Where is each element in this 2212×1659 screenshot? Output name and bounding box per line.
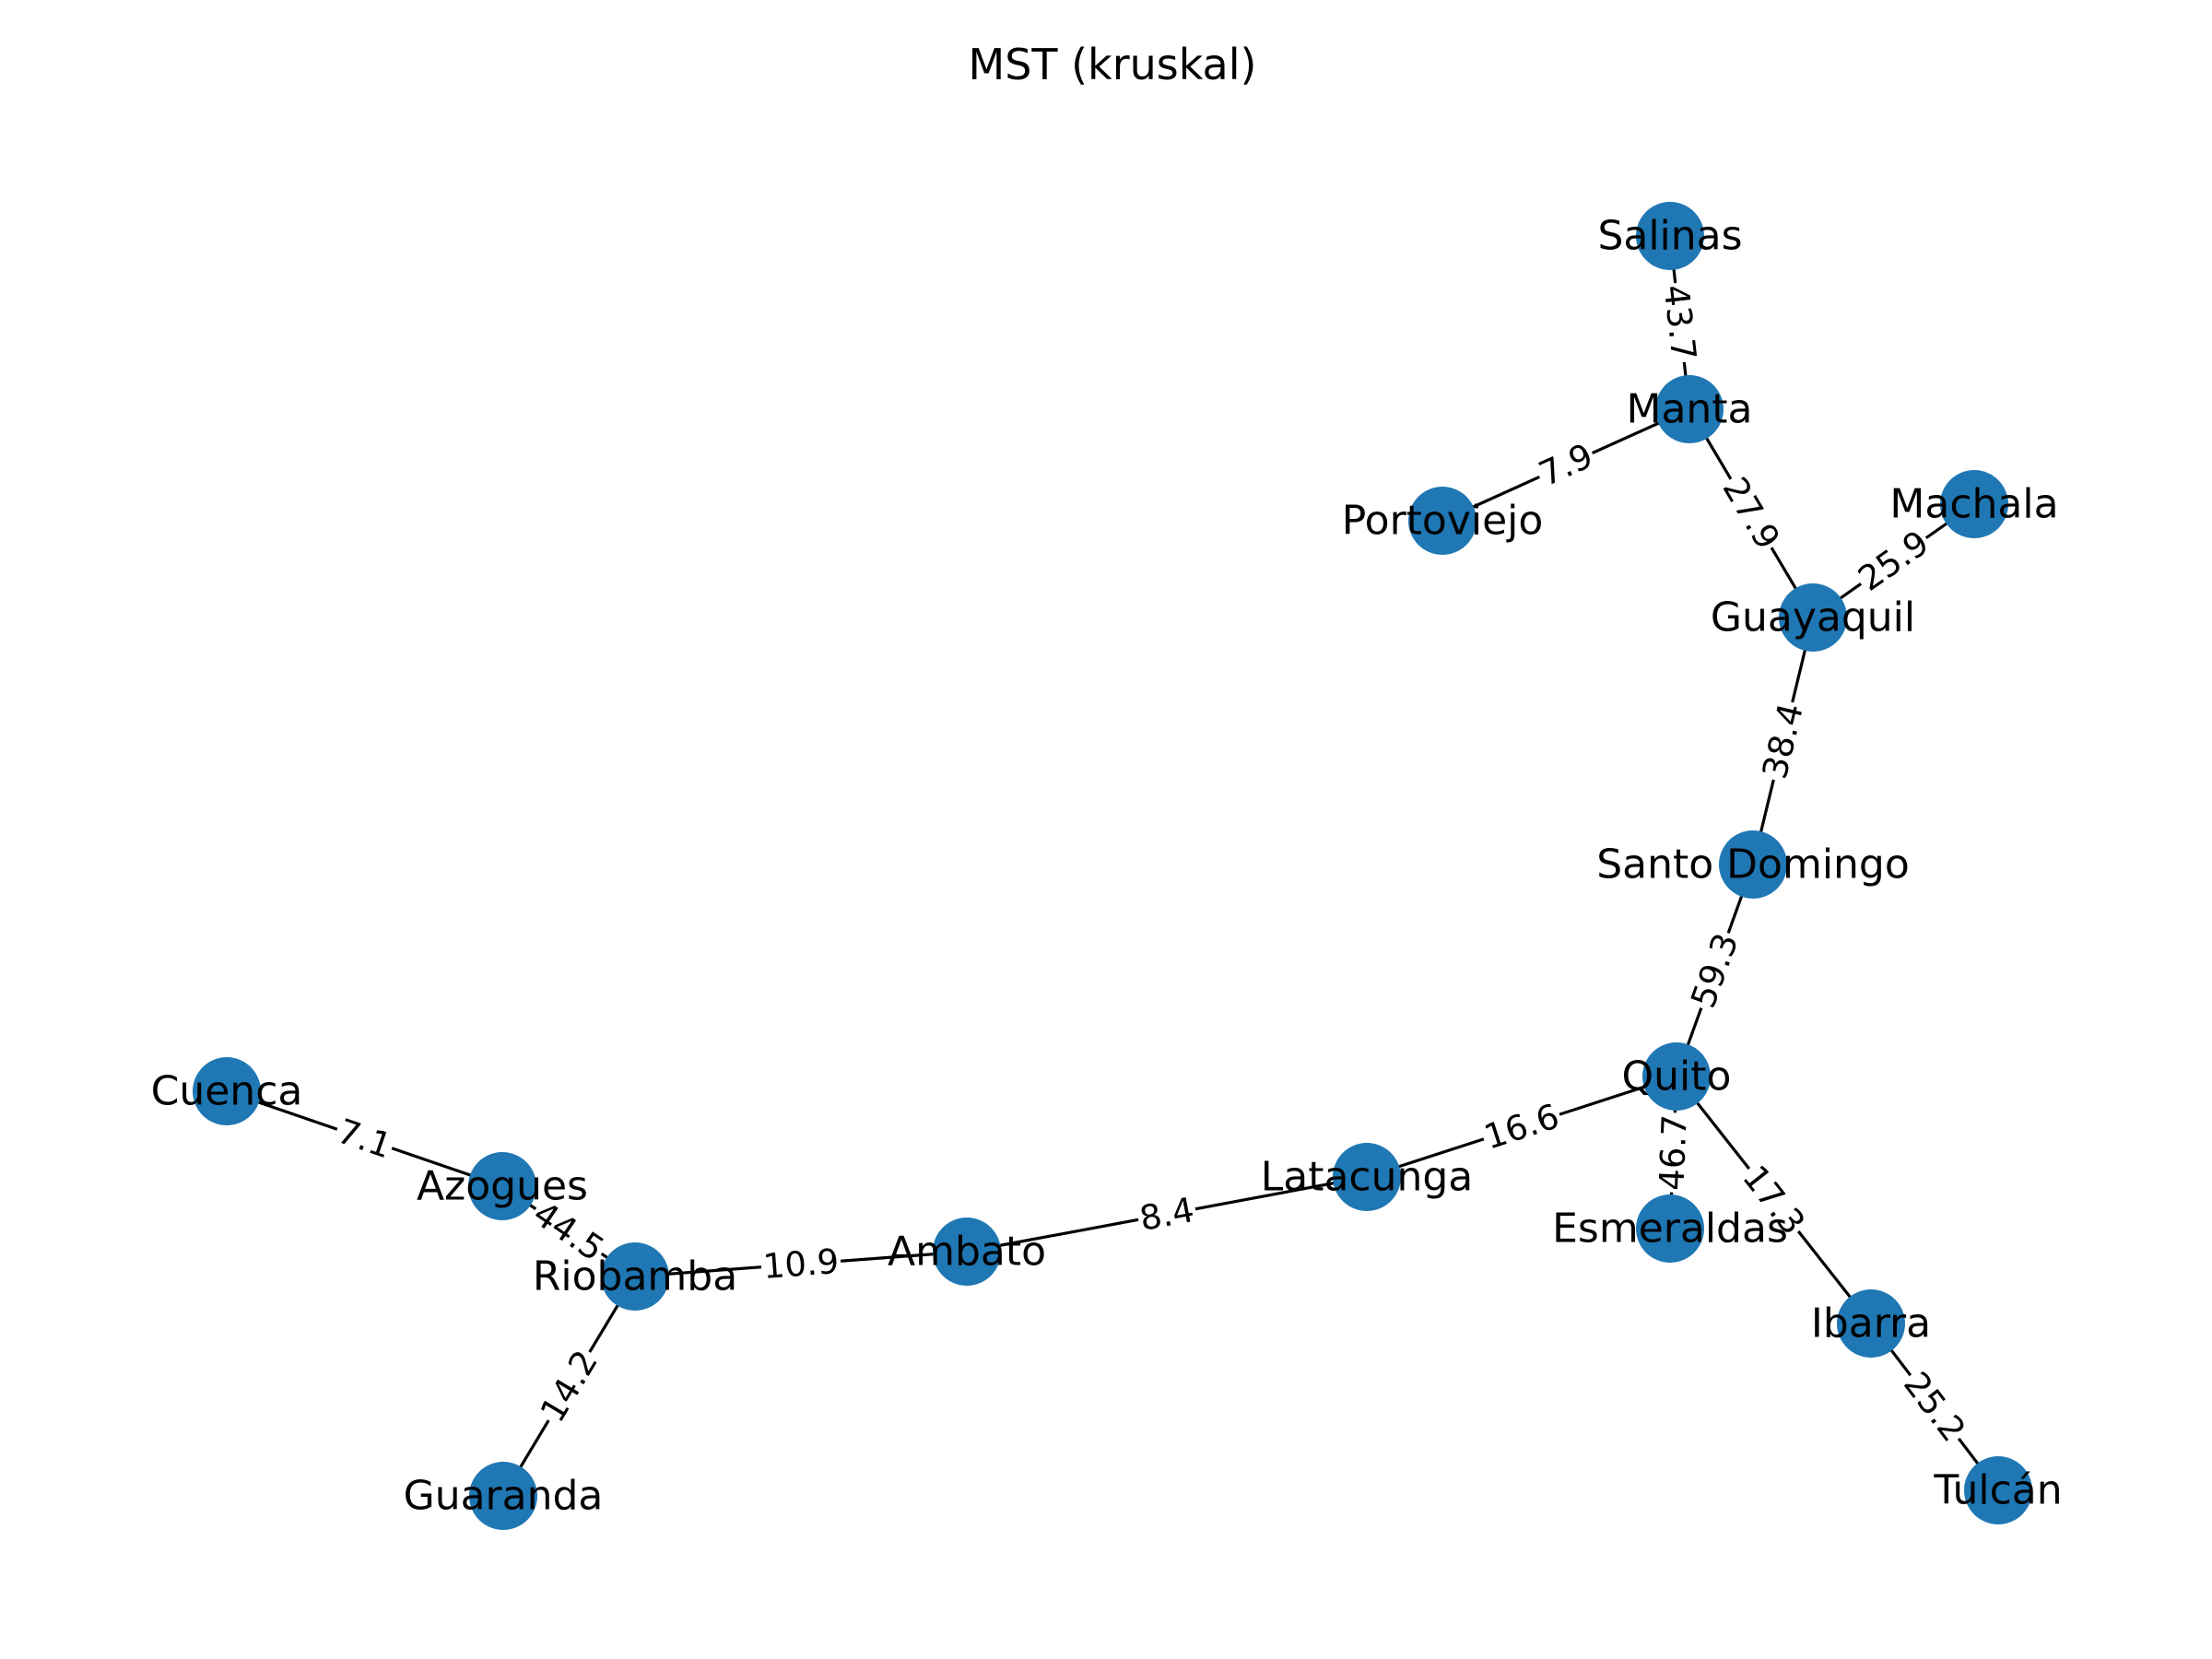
edge-weight-label-background	[1657, 280, 1702, 365]
node-santo-domingo	[1719, 830, 1787, 899]
node-guayaquil	[1779, 583, 1847, 652]
node-salinas	[1636, 202, 1704, 270]
node-label-ibarra: Ibarra	[1811, 1300, 1931, 1347]
node-esmeraldas	[1636, 1194, 1704, 1263]
edge-weight-label-background	[525, 1194, 612, 1269]
node-ambato	[933, 1218, 1001, 1286]
edge-weight-label-background	[759, 1242, 842, 1286]
node-label-manta: Manta	[1626, 386, 1752, 433]
edge-weight-label-background	[1850, 523, 1937, 599]
node-label-layer: Salinas Manta Portoviejo Machala Guayaquil Sa…	[151, 213, 2063, 1520]
node-riobamba	[601, 1242, 669, 1311]
node-ibarra	[1837, 1289, 1905, 1358]
node-latacunga	[1333, 1143, 1401, 1211]
node-label-quito: Quito	[1622, 1053, 1732, 1100]
node-label-guaranda: Guaranda	[404, 1473, 604, 1520]
edge-weight-label-background	[1653, 1112, 1693, 1194]
edge-weight-label: 25.2	[1896, 1365, 1973, 1450]
edge-weight-label-background	[331, 1112, 398, 1166]
node-label-esmeraldas: Esmeraldas	[1552, 1206, 1788, 1253]
edge-weight-label: 16.6	[1479, 1096, 1564, 1157]
edge-weight-label-background	[1896, 1364, 1973, 1450]
node-label-machala: Machala	[1889, 481, 2058, 528]
node-machala	[1940, 470, 2008, 538]
node-label-riobamba: Riobamba	[533, 1253, 737, 1300]
node-label-latacunga: Latacunga	[1261, 1154, 1474, 1201]
node-label-ambato: Ambato	[888, 1229, 1046, 1276]
edge-weight-label-background	[1532, 436, 1600, 494]
node-portoviejo	[1408, 487, 1477, 555]
edge-weight-label-background	[1715, 469, 1787, 558]
node-label-guayaquil: Guayaquil	[1711, 594, 1915, 641]
node-label-santo-domingo: Santo Domingo	[1596, 841, 1910, 888]
edge-weight-label: 7.9	[1533, 436, 1598, 494]
node-tulcan	[1964, 1456, 2032, 1524]
edge-weight-label: 59.3	[1683, 928, 1746, 1013]
edge-weight-label-background	[1735, 1157, 1813, 1243]
graph-title: MST (kruskal)	[969, 40, 1257, 89]
node-guaranda	[469, 1462, 537, 1530]
node-quito	[1642, 1042, 1711, 1111]
node-label-portoviejo: Portoviejo	[1342, 498, 1544, 545]
node-manta	[1655, 375, 1724, 443]
edge-weight-label: 43.7	[1656, 283, 1704, 363]
node-label-salinas: Salinas	[1597, 213, 1742, 260]
edge-weight-label: 10.9	[761, 1241, 840, 1287]
node-label-azogues: Azogues	[417, 1163, 588, 1210]
node-label-tulcan: Tulcán	[1933, 1467, 2062, 1514]
node-cuenca	[193, 1057, 261, 1125]
edge-weight-label-background	[533, 1342, 606, 1430]
edge-weight-label: 46.7	[1652, 1113, 1694, 1191]
node-layer	[193, 202, 2032, 1530]
node-label-cuenca: Cuenca	[151, 1068, 303, 1115]
edge-weight-label-background	[1477, 1097, 1566, 1157]
node-azogues	[468, 1152, 536, 1220]
edge-weight-label-background	[1135, 1191, 1199, 1238]
edge-weight-label-background	[1684, 926, 1746, 1015]
edge-weight-label: 8.4	[1136, 1190, 1197, 1239]
edge-weight-label: 38.4	[1755, 700, 1811, 782]
edge-weight-label-background	[1756, 698, 1810, 784]
